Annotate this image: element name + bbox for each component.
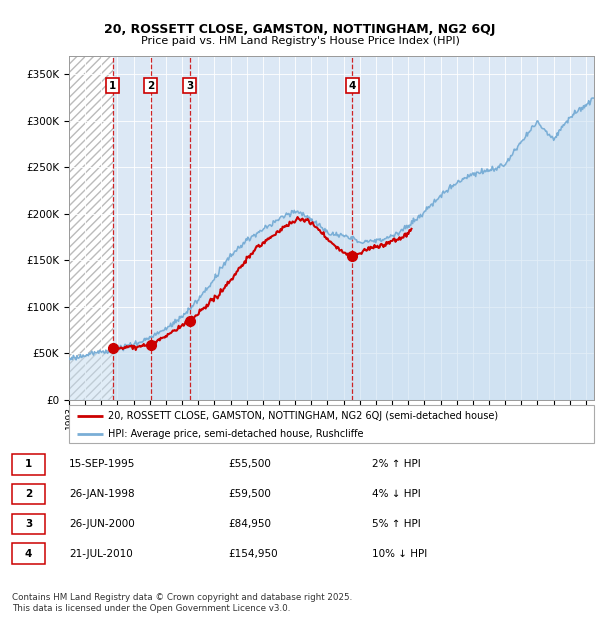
Text: 2: 2	[25, 489, 32, 499]
Text: £59,500: £59,500	[228, 489, 271, 499]
Text: Contains HM Land Registry data © Crown copyright and database right 2025.
This d: Contains HM Land Registry data © Crown c…	[12, 593, 352, 613]
Text: 26-JAN-1998: 26-JAN-1998	[69, 489, 134, 499]
Text: 15-SEP-1995: 15-SEP-1995	[69, 459, 136, 469]
Text: 26-JUN-2000: 26-JUN-2000	[69, 519, 135, 529]
Text: 1: 1	[25, 459, 32, 469]
Text: 3: 3	[186, 81, 193, 91]
Text: Price paid vs. HM Land Registry's House Price Index (HPI): Price paid vs. HM Land Registry's House …	[140, 36, 460, 46]
Text: 2% ↑ HPI: 2% ↑ HPI	[372, 459, 421, 469]
Bar	[69, 56, 113, 400]
Text: £154,950: £154,950	[228, 549, 278, 559]
Text: 20, ROSSETT CLOSE, GAMSTON, NOTTINGHAM, NG2 6QJ (semi-detached house): 20, ROSSETT CLOSE, GAMSTON, NOTTINGHAM, …	[109, 410, 499, 420]
Text: 1: 1	[109, 81, 116, 91]
Text: 3: 3	[25, 519, 32, 529]
Text: 4: 4	[349, 81, 356, 91]
FancyBboxPatch shape	[69, 405, 594, 443]
Text: 4% ↓ HPI: 4% ↓ HPI	[372, 489, 421, 499]
Text: 4: 4	[25, 549, 32, 559]
Text: £84,950: £84,950	[228, 519, 271, 529]
Text: 5% ↑ HPI: 5% ↑ HPI	[372, 519, 421, 529]
Text: 20, ROSSETT CLOSE, GAMSTON, NOTTINGHAM, NG2 6QJ: 20, ROSSETT CLOSE, GAMSTON, NOTTINGHAM, …	[104, 23, 496, 36]
Text: 21-JUL-2010: 21-JUL-2010	[69, 549, 133, 559]
Text: HPI: Average price, semi-detached house, Rushcliffe: HPI: Average price, semi-detached house,…	[109, 428, 364, 439]
Text: 10% ↓ HPI: 10% ↓ HPI	[372, 549, 427, 559]
Text: 2: 2	[147, 81, 155, 91]
Text: £55,500: £55,500	[228, 459, 271, 469]
